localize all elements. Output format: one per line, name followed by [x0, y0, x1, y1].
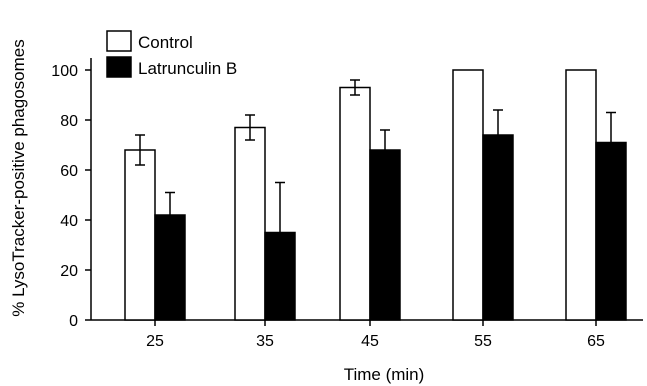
y-tick-label: 80 [60, 113, 78, 130]
bars [124, 69, 627, 321]
legend-label-latrunculin-b: Latrunculin B [138, 59, 237, 78]
bar-latrunculin-b [369, 149, 401, 321]
bar-control [565, 69, 597, 321]
x-tick-label: 25 [146, 333, 164, 350]
bar-latrunculin-b [482, 134, 514, 321]
bar-control [124, 149, 156, 321]
y-tick-label: 20 [60, 263, 78, 280]
bar-control [234, 126, 266, 321]
bar-control [339, 86, 371, 321]
x-axis: 25 35 45 55 65 [91, 319, 643, 350]
x-tick-label: 45 [361, 333, 379, 350]
x-tick-label: 35 [256, 333, 274, 350]
y-tick-label: 100 [51, 63, 78, 80]
legend-swatch-latrunculin-b [106, 56, 132, 78]
legend: Control Latrunculin B [106, 30, 237, 78]
x-axis-title: Time (min) [344, 365, 425, 384]
bar-latrunculin-b [264, 231, 296, 321]
bar-latrunculin-b [595, 141, 627, 321]
y-axis-title: % LysoTracker-positive phagosomes [9, 39, 28, 316]
y-tick-label: 40 [60, 213, 78, 230]
x-tick-label: 55 [474, 333, 492, 350]
legend-label-control: Control [138, 33, 193, 52]
x-tick-label: 65 [587, 333, 605, 350]
bar-control [452, 69, 484, 321]
y-tick-label: 0 [69, 313, 78, 330]
bar-latrunculin-b [154, 214, 186, 321]
legend-swatch-control [106, 30, 132, 52]
y-axis: 0 20 40 60 80 100 [51, 58, 92, 330]
y-tick-label: 60 [60, 163, 78, 180]
